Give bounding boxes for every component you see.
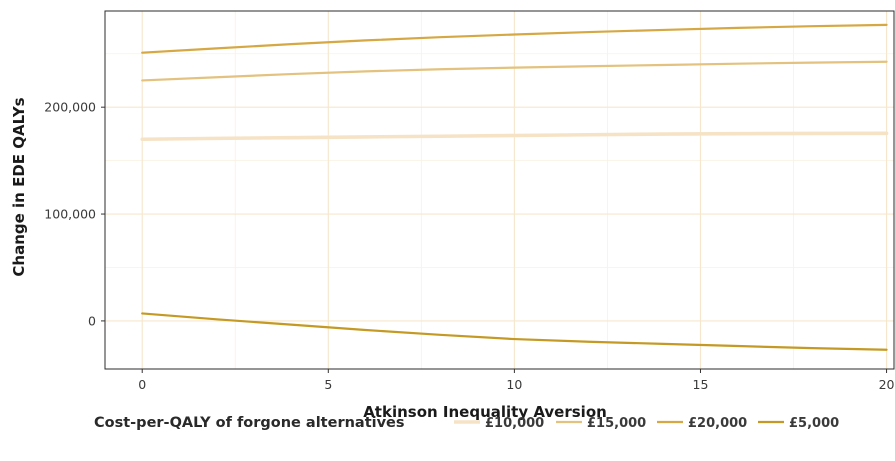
y-tick-label: 100,000 xyxy=(44,207,96,222)
series-line xyxy=(141,60,888,82)
series-lines xyxy=(140,23,889,351)
x-tick-label: 0 xyxy=(138,377,146,392)
x-tick-marks xyxy=(141,369,888,373)
legend-label: £5,000 xyxy=(789,416,839,431)
series-line xyxy=(141,312,888,351)
legend-title: Cost-per-QALY of forgone alternatives xyxy=(94,415,405,431)
x-tick-label: 5 xyxy=(324,377,332,392)
grid-major xyxy=(105,11,894,369)
y-tick-label: 0 xyxy=(88,313,96,328)
y-axis-title: Change in EDE QALYs xyxy=(10,97,28,276)
legend-label: £15,000 xyxy=(587,416,646,431)
legend-label: £10,000 xyxy=(485,416,544,431)
legend: Cost-per-QALY of forgone alternatives £1… xyxy=(94,415,839,431)
x-tick-labels: 0 5 10 15 20 xyxy=(138,377,894,392)
series-line xyxy=(141,23,888,54)
y-tick-label: 200,000 xyxy=(44,100,96,115)
x-tick-label: 15 xyxy=(693,377,709,392)
grid-minor xyxy=(105,11,894,369)
series-line xyxy=(140,131,889,142)
x-axis-title: Atkinson Inequality Aversion xyxy=(363,403,607,421)
x-tick-label: 20 xyxy=(879,377,895,392)
legend-label: £20,000 xyxy=(688,416,747,431)
plot-border xyxy=(104,10,895,370)
x-tick-label: 10 xyxy=(506,377,522,392)
y-tick-marks xyxy=(101,106,105,322)
y-tick-labels: 0 100,000 200,000 xyxy=(44,100,96,329)
